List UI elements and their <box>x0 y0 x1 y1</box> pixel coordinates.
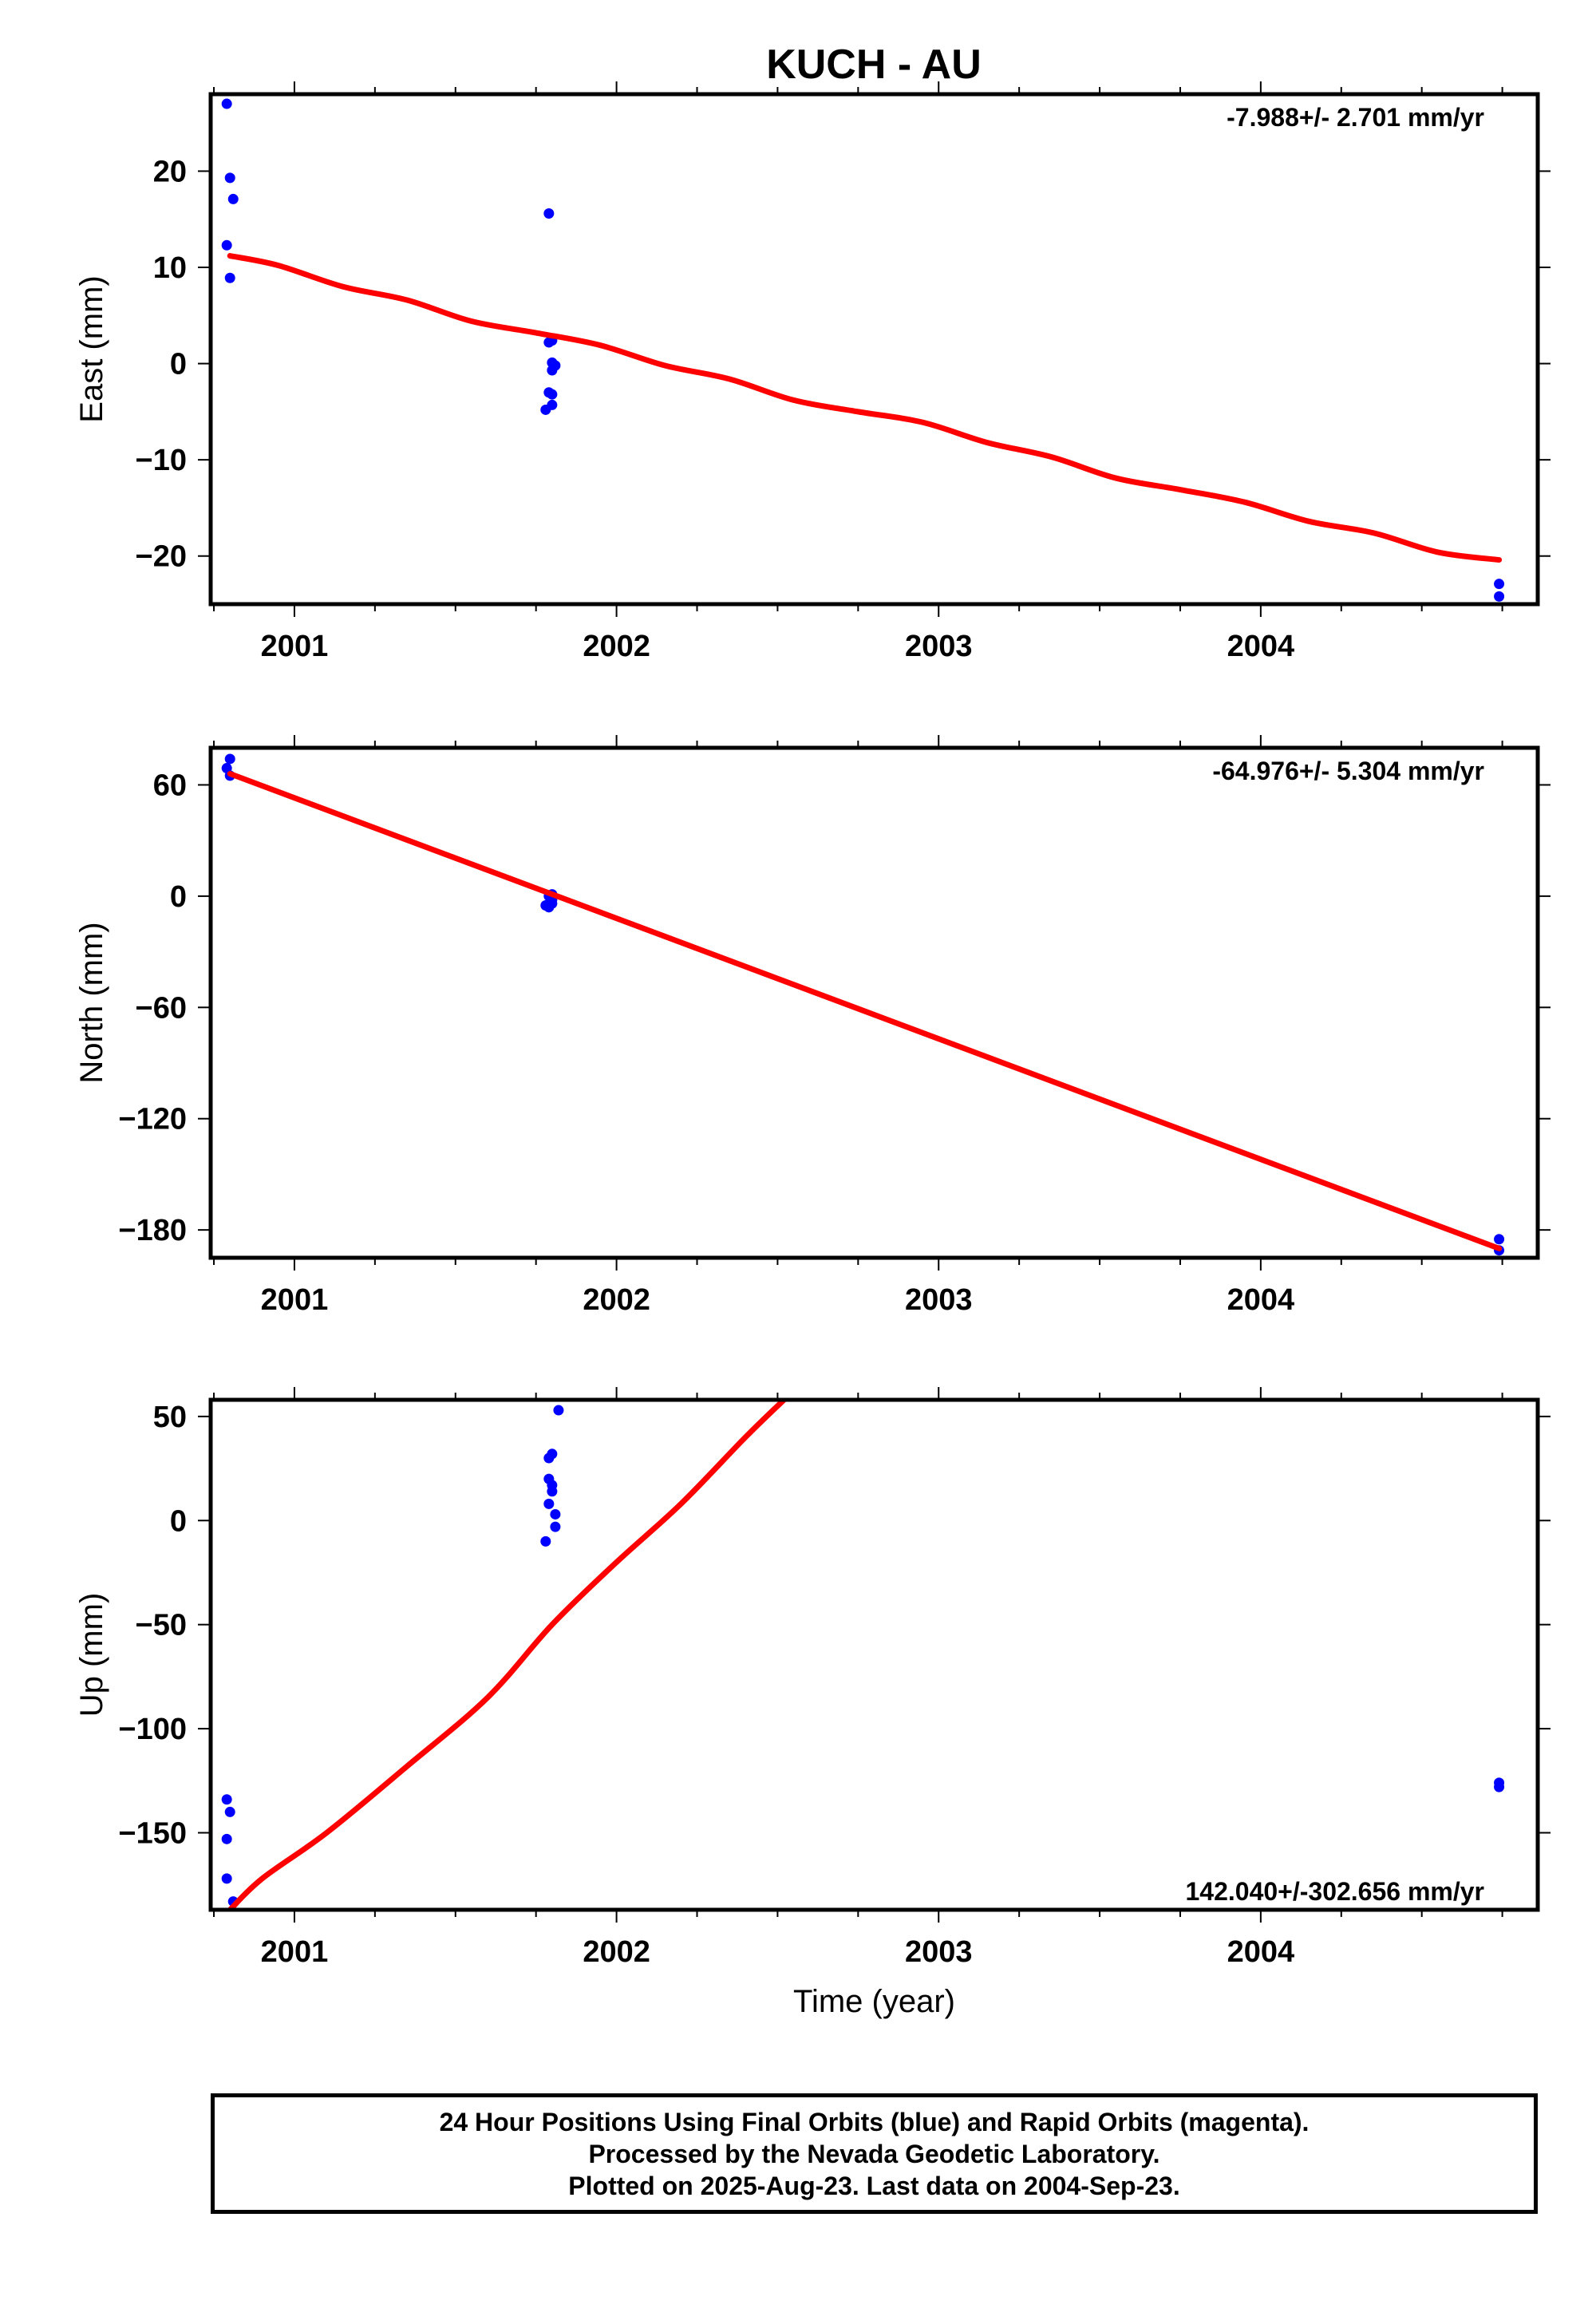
east-y-axis-title: East (mm) <box>74 275 109 422</box>
up-data-point <box>221 1794 232 1805</box>
footer-line-1: 24 Hour Positions Using Final Orbits (bl… <box>439 2107 1310 2136</box>
up-data-point <box>224 1806 235 1817</box>
up-data-point <box>550 1521 561 1532</box>
up-y-axis-title: Up (mm) <box>74 1593 109 1717</box>
up-trend-line <box>227 1400 787 1910</box>
up-y-tick-label: −50 <box>136 1609 187 1642</box>
up-data-point <box>543 1498 555 1509</box>
east-data-point <box>224 172 235 184</box>
up-plot-area <box>221 1400 1505 1910</box>
up-rate-label: 142.040+/-302.656 mm/yr <box>1185 1877 1484 1906</box>
north-panel: −180 −120 −60 0 60 2001 2002 2003 2004 North (mm)… <box>74 735 1551 1317</box>
east-data-point <box>547 389 558 400</box>
north-x-tick-label: 2001 <box>261 1283 329 1317</box>
east-data-point <box>1494 591 1505 602</box>
east-y-tick-label: 20 <box>153 155 187 188</box>
north-trend-line <box>227 771 1503 1251</box>
north-y-tick-label: 0 <box>170 880 187 914</box>
up-data-point <box>221 1833 232 1844</box>
east-data-point <box>1494 579 1505 590</box>
north-data-point <box>1494 1234 1505 1245</box>
up-data-point <box>547 1486 558 1497</box>
east-rate-label: -7.988+/- 2.701 mm/yr <box>1227 103 1484 132</box>
up-x-tick-label: 2004 <box>1227 1935 1295 1969</box>
up-data-point <box>221 1873 232 1884</box>
east-data-point <box>227 193 239 204</box>
east-data-point <box>224 272 235 283</box>
east-data-point <box>221 239 232 251</box>
north-data-point <box>224 753 235 765</box>
east-x-tick-label: 2001 <box>261 630 329 663</box>
north-rate-label: -64.976+/- 5.304 mm/yr <box>1212 757 1484 785</box>
up-x-axis-title: Time (year) <box>793 1984 955 2019</box>
north-y-tick-label: −120 <box>118 1103 187 1136</box>
east-y-tick-label: −20 <box>136 540 187 574</box>
north-x-tick-label: 2002 <box>583 1283 650 1317</box>
figure-title: KUCH - AU <box>766 41 982 88</box>
up-data-point <box>543 1452 555 1464</box>
north-y-axis-title: North (mm) <box>74 922 109 1083</box>
up-data-point <box>553 1405 564 1416</box>
up-y-tick-label: −150 <box>118 1816 187 1850</box>
up-frame <box>208 1397 1540 1912</box>
north-y-tick-label: −60 <box>136 991 187 1025</box>
east-x-tick-label: 2003 <box>905 630 973 663</box>
east-panel: −20 −10 0 10 20 2001 2002 2003 2004 East (mm) -7.9… <box>74 81 1551 663</box>
up-data-point <box>1494 1781 1505 1792</box>
footer-box: 24 Hour Positions Using Final Orbits (bl… <box>211 2093 1538 2214</box>
north-x-tick-label: 2003 <box>905 1283 973 1317</box>
footer-line-3: Plotted on 2025-Aug-23. Last data on 200… <box>568 2171 1180 2200</box>
up-panel: −150 −100 −50 0 50 2001 2002 2003 2004 Up (mm) Tim… <box>74 1387 1551 2019</box>
east-y-tick-label: 10 <box>153 251 187 285</box>
up-y-tick-label: 0 <box>170 1504 187 1538</box>
east-plot-area <box>221 98 1505 602</box>
north-y-tick-label: −180 <box>118 1214 187 1247</box>
east-data-point <box>540 404 551 415</box>
north-x-tick-label: 2004 <box>1227 1283 1295 1317</box>
up-data-point <box>540 1535 551 1547</box>
up-x-tick-label: 2001 <box>261 1935 329 1969</box>
up-y-tick-label: 50 <box>153 1401 187 1434</box>
north-frame <box>208 745 1540 1260</box>
east-x-tick-label: 2002 <box>583 630 650 663</box>
east-data-point <box>543 337 555 348</box>
east-trend-line <box>227 253 1503 563</box>
north-plot-area <box>221 753 1505 1256</box>
up-x-tick-label: 2003 <box>905 1935 973 1969</box>
east-data-point <box>543 208 555 219</box>
east-y-tick-label: −10 <box>136 444 187 477</box>
up-x-tick-label: 2002 <box>583 1935 650 1969</box>
east-y-tick-label: 0 <box>170 348 187 381</box>
east-data-point <box>221 98 232 109</box>
up-y-tick-label: −100 <box>118 1713 187 1746</box>
east-data-point <box>547 365 558 376</box>
footer-line-2: Processed by the Nevada Geodetic Laborat… <box>588 2139 1160 2168</box>
east-frame <box>208 92 1540 607</box>
east-x-tick-label: 2004 <box>1227 630 1295 663</box>
up-data-point <box>550 1508 561 1520</box>
north-y-tick-label: 60 <box>153 769 187 802</box>
